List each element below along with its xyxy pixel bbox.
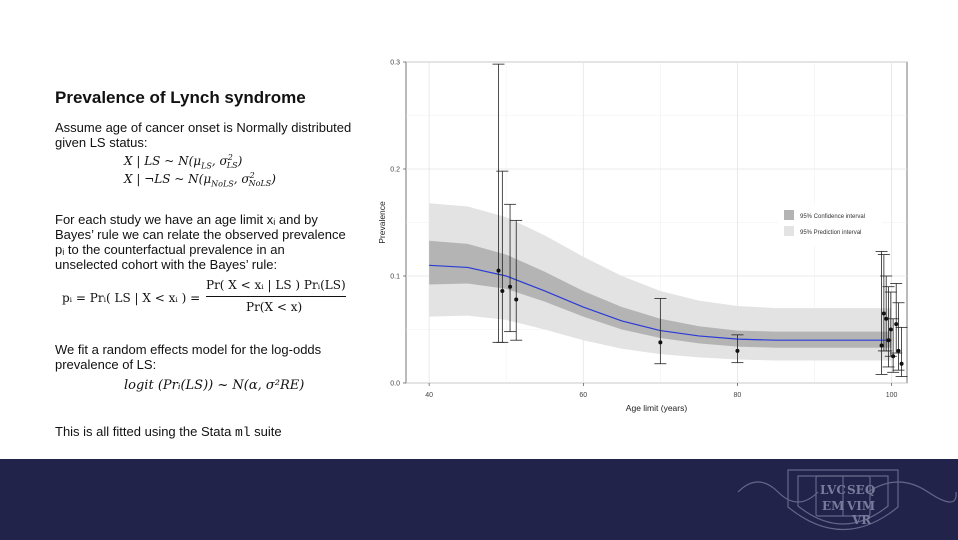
data-point-1: [500, 288, 505, 293]
x-tick-label-0: 40: [425, 392, 433, 399]
data-point-10: [888, 327, 893, 332]
crest-text-em: EM: [822, 499, 844, 513]
crest-text-lvc: LVC: [820, 483, 846, 497]
legend-key-1: [784, 226, 794, 236]
data-point-4: [658, 340, 663, 345]
slide-title: Prevalence of Lynch syndrome: [55, 88, 306, 107]
fraction-bar: [206, 296, 346, 297]
x-axis-label: Age limit (years): [626, 403, 688, 413]
paragraph-bayes: For each study we have an age limit xᵢ a…: [55, 212, 346, 272]
y-tick-label-0: 0.0: [390, 381, 400, 388]
legend-box: [778, 204, 882, 246]
paragraph-stata: This is all fitted using the Stata ml su…: [55, 424, 282, 440]
bayes-lhs: pᵢ = Prᵢ( LS | X < xᵢ ) =: [62, 291, 201, 305]
bayes-denominator: Pr(X < x): [246, 300, 303, 314]
prevalence-chart: 40 60 80 100 0.0 0.1 0.2 0.3 Age limit (years) Pr…: [377, 60, 908, 413]
data-point-2: [508, 284, 513, 289]
y-tick-label-1: 0.1: [390, 274, 400, 281]
x-tick-label-2: 80: [734, 392, 742, 399]
data-point-8: [884, 316, 889, 321]
x-tick-label-1: 60: [579, 392, 587, 399]
data-point-14: [899, 361, 904, 366]
data-point-12: [894, 322, 899, 327]
crest-logo: LVC SEQ EM VIM VR: [737, 469, 957, 531]
y-axis-label: Prevalence: [377, 201, 387, 244]
data-point-9: [886, 338, 891, 343]
y-tick-label-3: 0.3: [390, 60, 400, 67]
data-point-7: [881, 311, 886, 316]
equation-logit: logit (Prᵢ(LS)) ~ N(α, σ²RE): [124, 378, 305, 393]
y-tick-label-2: 0.2: [390, 167, 400, 174]
paragraph-random-effects: We fit a random effects model for the lo…: [55, 342, 322, 372]
crest-text-vim: VIM: [846, 499, 875, 513]
crest-text-vr: VR: [851, 513, 872, 527]
code-ml: ml: [234, 425, 251, 440]
legend-key-0: [784, 210, 794, 220]
paragraph-normal-assumption: Assume age of cancer onset is Normally d…: [55, 120, 352, 150]
legend-label-1: 95% Prediction interval: [800, 230, 861, 236]
equation-ls: X | LS ~ N(μLS, σ2LS): [124, 153, 243, 171]
data-point-3: [514, 297, 519, 302]
data-point-5: [735, 348, 740, 353]
crest-text-seq: SEQ: [847, 483, 875, 497]
data-point-0: [496, 268, 501, 273]
bayes-numerator: Pr( X < xᵢ | LS ) Prᵢ(LS): [206, 278, 346, 292]
legend-label-0: 95% Confidence interval: [800, 214, 865, 220]
data-point-6: [879, 343, 884, 348]
equation-nols: X | ¬LS ~ N(μNoLS, σ2NoLS): [124, 171, 276, 189]
data-point-11: [891, 354, 896, 359]
prediction-band: [429, 203, 892, 361]
data-point-13: [896, 348, 901, 353]
x-tick-label-3: 100: [886, 392, 898, 399]
